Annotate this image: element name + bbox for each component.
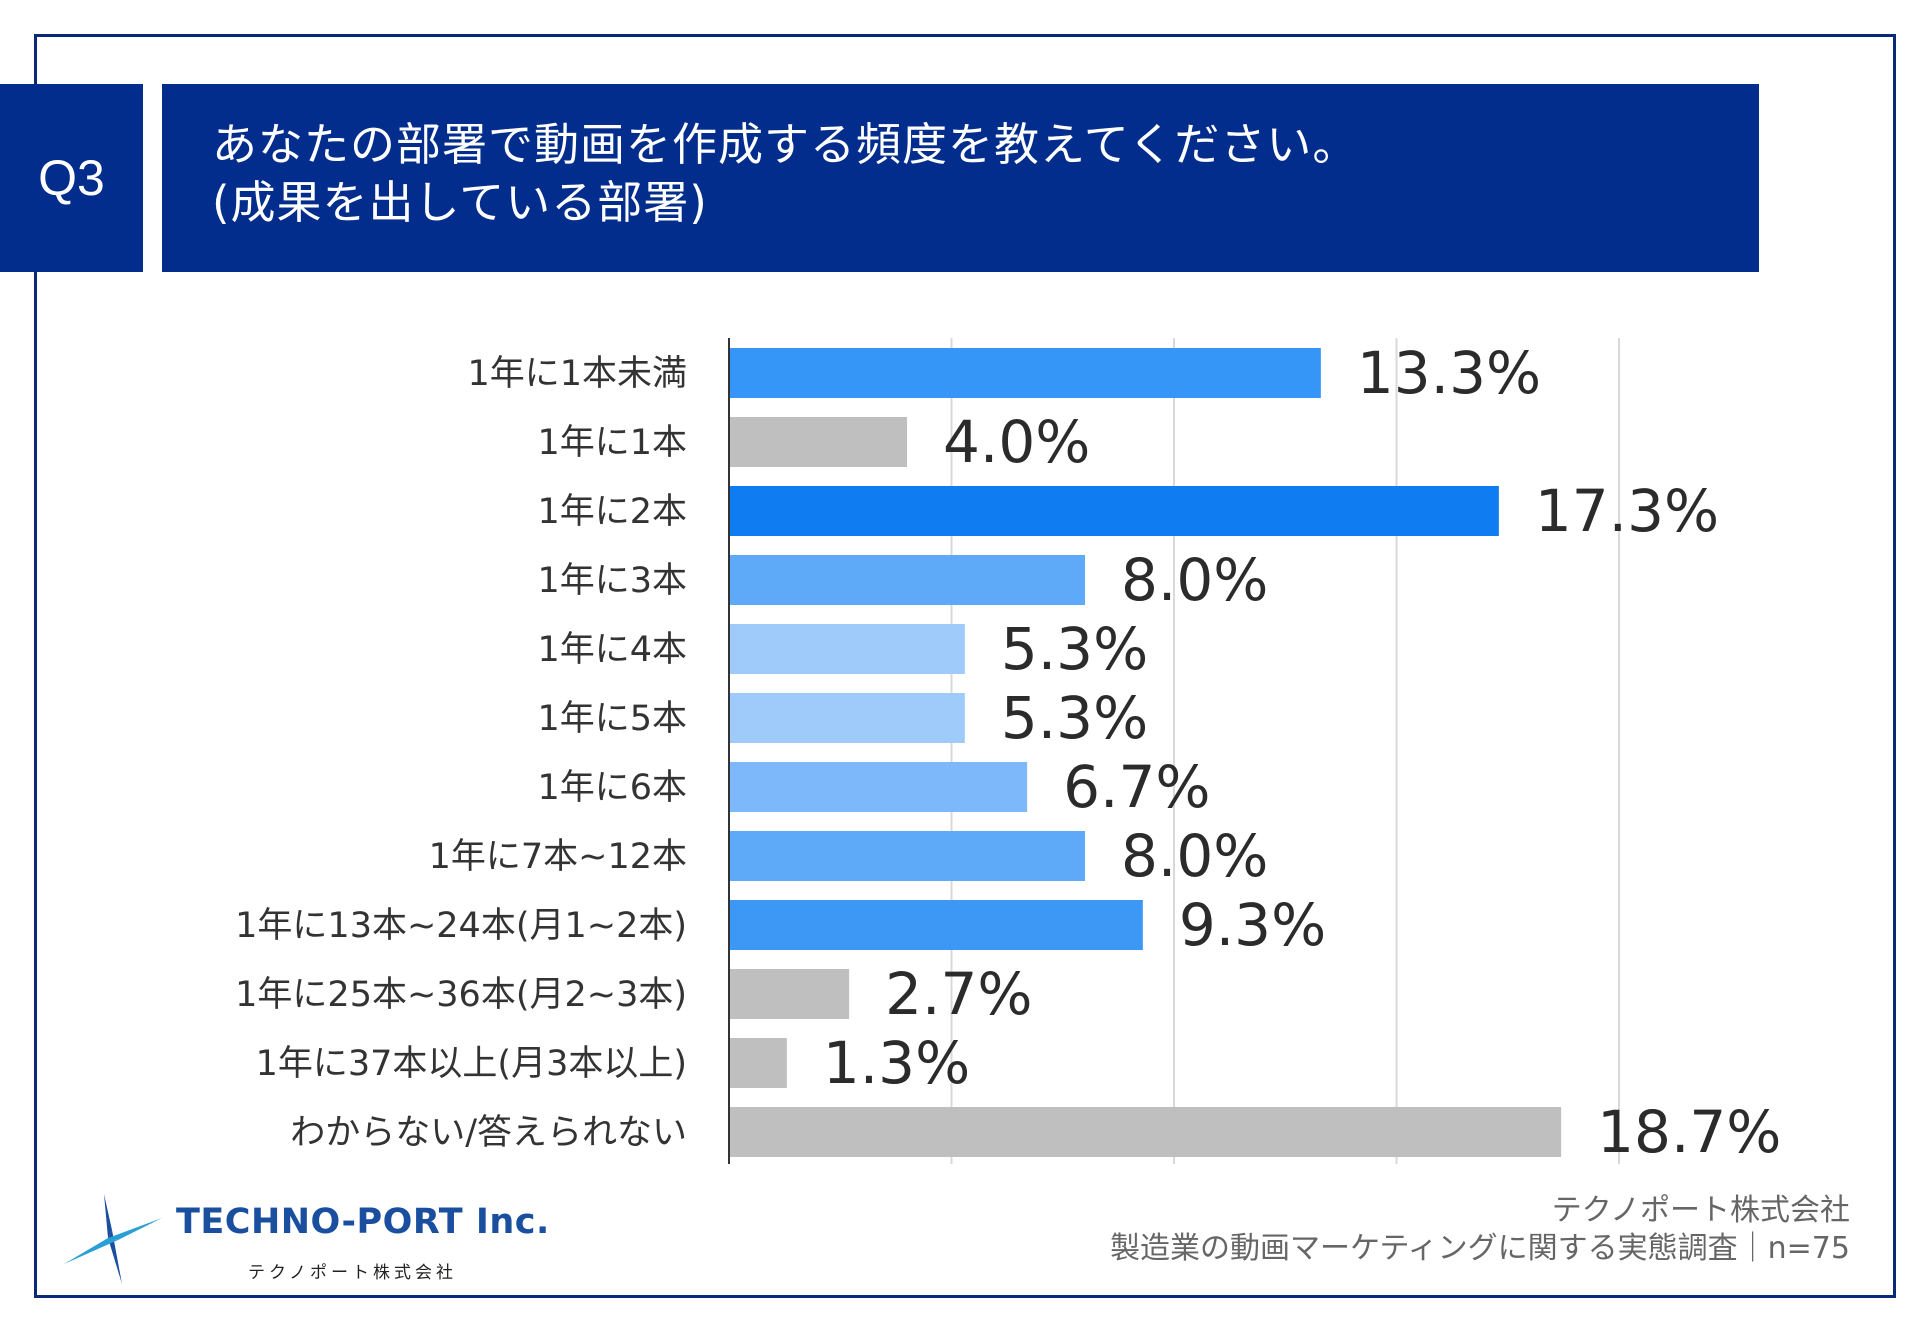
question-title-line2: (成果を出している部署)	[212, 176, 708, 229]
bar	[729, 831, 1085, 881]
value-label: 8.0%	[1121, 546, 1268, 614]
category-label: 1年に1本	[537, 423, 687, 463]
value-label: 17.3%	[1535, 477, 1719, 545]
category-label: 1年に3本	[537, 561, 687, 601]
category-label: 1年に5本	[537, 699, 687, 739]
value-label: 5.3%	[1001, 684, 1148, 752]
category-label: 1年に37本以上(月3本以上)	[256, 1044, 687, 1084]
bar	[729, 417, 907, 467]
value-label: 4.0%	[943, 408, 1090, 476]
category-label: 1年に1本未満	[467, 354, 687, 394]
category-label: 1年に6本	[537, 768, 687, 808]
footer: テクノポート株式会社 製造業の動画マーケティングに関する実態調査｜n=75	[1110, 1192, 1850, 1268]
category-label: わからない/答えられない	[290, 1113, 687, 1153]
slide-frame	[34, 34, 1896, 1298]
gridlines	[950, 338, 1620, 1164]
category-label: 1年に25本~36本(月2~3本)	[235, 975, 687, 1015]
logo-subtitle: テクノポート株式会社	[248, 1263, 457, 1283]
bar	[729, 969, 850, 1019]
bars	[729, 348, 1562, 1157]
question-title: あなたの部署で動画を作成する頻度を教えてください。 (成果を出している部署)	[162, 84, 1759, 272]
company-logo: TECHNO-PORT Inc. テクノポート株式会社	[62, 1188, 549, 1288]
bar	[729, 348, 1321, 398]
category-label: 1年に2本	[537, 492, 687, 532]
bar	[729, 762, 1028, 812]
question-badge: Q3	[0, 84, 143, 272]
question-title-line1: あなたの部署で動画を作成する頻度を教えてください。	[212, 118, 1359, 171]
bar	[729, 486, 1499, 536]
value-label: 1.3%	[823, 1029, 970, 1097]
value-labels: 13.3%4.0%17.3%8.0%5.3%5.3%6.7%8.0%9.3%2.…	[823, 339, 1782, 1166]
bar	[729, 693, 965, 743]
bar	[729, 555, 1085, 605]
logo-mark-icon	[64, 1194, 162, 1284]
value-label: 5.3%	[1001, 615, 1148, 683]
value-label: 13.3%	[1357, 339, 1541, 407]
value-label: 2.7%	[885, 960, 1032, 1028]
bar	[729, 624, 965, 674]
bar	[729, 900, 1143, 950]
footer-survey: 製造業の動画マーケティングに関する実態調査｜n=75	[1110, 1231, 1850, 1266]
category-labels: 1年に1本未満 1年に1本 1年に2本 1年に3本 1年に4本 1年に5本 1年に6本 1年に…	[235, 354, 687, 1153]
value-label: 8.0%	[1121, 822, 1268, 890]
category-label: 1年に7本~12本	[429, 837, 687, 877]
bar	[729, 1107, 1562, 1157]
value-label: 6.7%	[1063, 753, 1210, 821]
bar	[729, 1038, 787, 1088]
value-label: 18.7%	[1597, 1098, 1781, 1166]
value-label: 9.3%	[1179, 891, 1326, 959]
category-label: 1年に13本~24本(月1~2本)	[235, 906, 687, 946]
category-label: 1年に4本	[537, 630, 687, 670]
logo-name: TECHNO-PORT Inc.	[176, 1202, 550, 1242]
footer-company: テクノポート株式会社	[1551, 1193, 1850, 1228]
